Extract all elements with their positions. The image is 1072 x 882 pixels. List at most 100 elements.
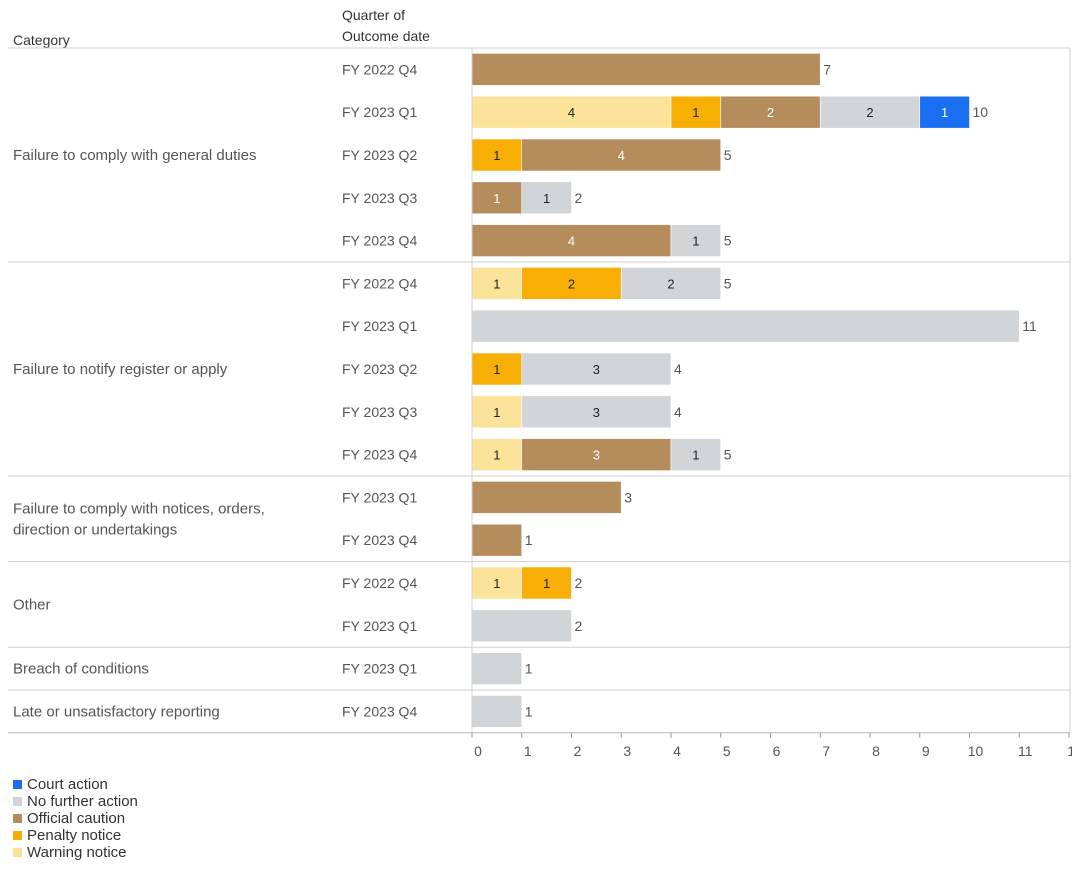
bar-segment-no-further-action [472, 695, 522, 727]
segment-value-label: 2 [866, 105, 873, 120]
quarter-label: FY 2023 Q1 [342, 104, 417, 120]
segment-value-label: 1 [692, 448, 699, 463]
bar-segment-no-further-action [472, 653, 522, 685]
quarter-label: FY 2023 Q2 [342, 361, 417, 377]
quarter-label: FY 2023 Q2 [342, 147, 417, 163]
bar-segment-official-caution [472, 53, 820, 85]
legend-swatch [13, 780, 22, 789]
category-column-header: Category [13, 32, 70, 48]
bar-total-label: 5 [724, 275, 732, 291]
legend-item: Penalty notice [13, 827, 138, 844]
bar-total-label: 3 [624, 489, 632, 505]
quarter-label: FY 2023 Q1 [342, 661, 417, 677]
x-tick-label: 2 [574, 743, 582, 759]
bar-total-label: 4 [674, 404, 682, 420]
segment-value-label: 4 [568, 234, 575, 249]
segment-value-label: 1 [493, 362, 500, 377]
legend-swatch [13, 831, 22, 840]
legend-item: Official caution [13, 810, 138, 827]
legend-item: Court action [13, 776, 138, 793]
segment-value-label: 1 [493, 576, 500, 591]
x-tick-label: 4 [673, 743, 681, 759]
bar-total-label: 2 [575, 575, 583, 591]
bar-segment-no-further-action [472, 610, 572, 642]
quarter-label: FY 2023 Q3 [342, 190, 417, 206]
x-tick-label: 0 [474, 743, 482, 759]
segment-value-label: 1 [543, 576, 550, 591]
quarter-label: FY 2023 Q4 [342, 233, 417, 249]
bar-total-label: 5 [724, 233, 732, 249]
legend-label: Penalty notice [27, 827, 121, 844]
quarter-label: FY 2023 Q4 [342, 447, 417, 463]
segment-value-label: 1 [493, 405, 500, 420]
legend-swatch [13, 814, 22, 823]
quarter-label: FY 2022 Q4 [342, 275, 417, 291]
segment-value-label: 1 [543, 191, 550, 206]
legend-label: Warning notice [27, 844, 127, 861]
x-tick-label: 9 [922, 743, 930, 759]
segment-value-label: 3 [593, 362, 600, 377]
segment-value-label: 4 [568, 105, 575, 120]
x-tick-label: 12 [1067, 743, 1072, 759]
segment-value-label: 1 [493, 148, 500, 163]
x-tick-label: 5 [723, 743, 731, 759]
bar-segment-official-caution [472, 481, 621, 513]
bar-total-label: 1 [525, 661, 533, 677]
segment-value-label: 2 [767, 105, 774, 120]
legend-item: Warning notice [13, 844, 138, 861]
legend-swatch [13, 797, 22, 806]
segment-value-label: 1 [941, 105, 948, 120]
bar-total-label: 2 [575, 618, 583, 634]
segment-value-label: 1 [692, 105, 699, 120]
bar-total-label: 5 [724, 147, 732, 163]
x-tick-label: 3 [623, 743, 631, 759]
x-tick-label: 10 [968, 743, 984, 759]
legend-swatch [13, 848, 22, 857]
segment-value-label: 4 [618, 148, 625, 163]
quarter-label: FY 2023 Q1 [342, 618, 417, 634]
segment-value-label: 1 [692, 234, 699, 249]
segment-value-label: 2 [667, 276, 674, 291]
legend-label: Official caution [27, 810, 125, 827]
legend-item: No further action [13, 793, 138, 810]
bar-total-label: 4 [674, 361, 682, 377]
bar-segment-no-further-action [472, 310, 1019, 342]
x-tick-label: 1 [524, 743, 532, 759]
bar-segment-official-caution [472, 524, 522, 556]
bar-total-label: 1 [525, 703, 533, 719]
segment-value-label: 1 [493, 448, 500, 463]
bar-total-label: 10 [973, 104, 989, 120]
quarter-label: FY 2023 Q1 [342, 489, 417, 505]
quarter-column-header-line2: Outcome date [342, 28, 430, 44]
quarter-label: FY 2023 Q4 [342, 703, 417, 719]
bar-total-label: 5 [724, 447, 732, 463]
legend-label: Court action [27, 776, 108, 793]
segment-value-label: 1 [493, 191, 500, 206]
segment-value-label: 1 [493, 276, 500, 291]
quarter-label: FY 2022 Q4 [342, 61, 417, 77]
bar-total-label: 7 [823, 61, 831, 77]
segment-value-label: 3 [593, 448, 600, 463]
bar-total-label: 11 [1022, 318, 1037, 334]
legend-label: No further action [27, 793, 138, 810]
quarter-label: FY 2022 Q4 [342, 575, 417, 591]
category-label: Late or unsatisfactory reporting [13, 703, 220, 720]
category-label: Failure to comply with general duties [13, 147, 256, 164]
quarter-column-header-line1: Quarter of [342, 7, 405, 23]
category-label: Breach of conditions [13, 661, 149, 678]
quarter-label: FY 2023 Q3 [342, 404, 417, 420]
x-tick-label: 7 [822, 743, 830, 759]
segment-value-label: 3 [593, 405, 600, 420]
category-label: Failure to notify register or apply [13, 361, 228, 378]
x-tick-label: 6 [773, 743, 781, 759]
quarter-label: FY 2023 Q1 [342, 318, 417, 334]
bar-total-label: 2 [575, 190, 583, 206]
legend: Court action No further action Official ca… [13, 776, 138, 861]
bar-total-label: 1 [525, 532, 533, 548]
category-label: Failure to comply with notices, orders, [13, 500, 265, 517]
segment-value-label: 2 [568, 276, 575, 291]
x-tick-label: 11 [1018, 743, 1033, 759]
category-label: direction or undertakings [13, 521, 177, 538]
x-tick-label: 8 [872, 743, 880, 759]
